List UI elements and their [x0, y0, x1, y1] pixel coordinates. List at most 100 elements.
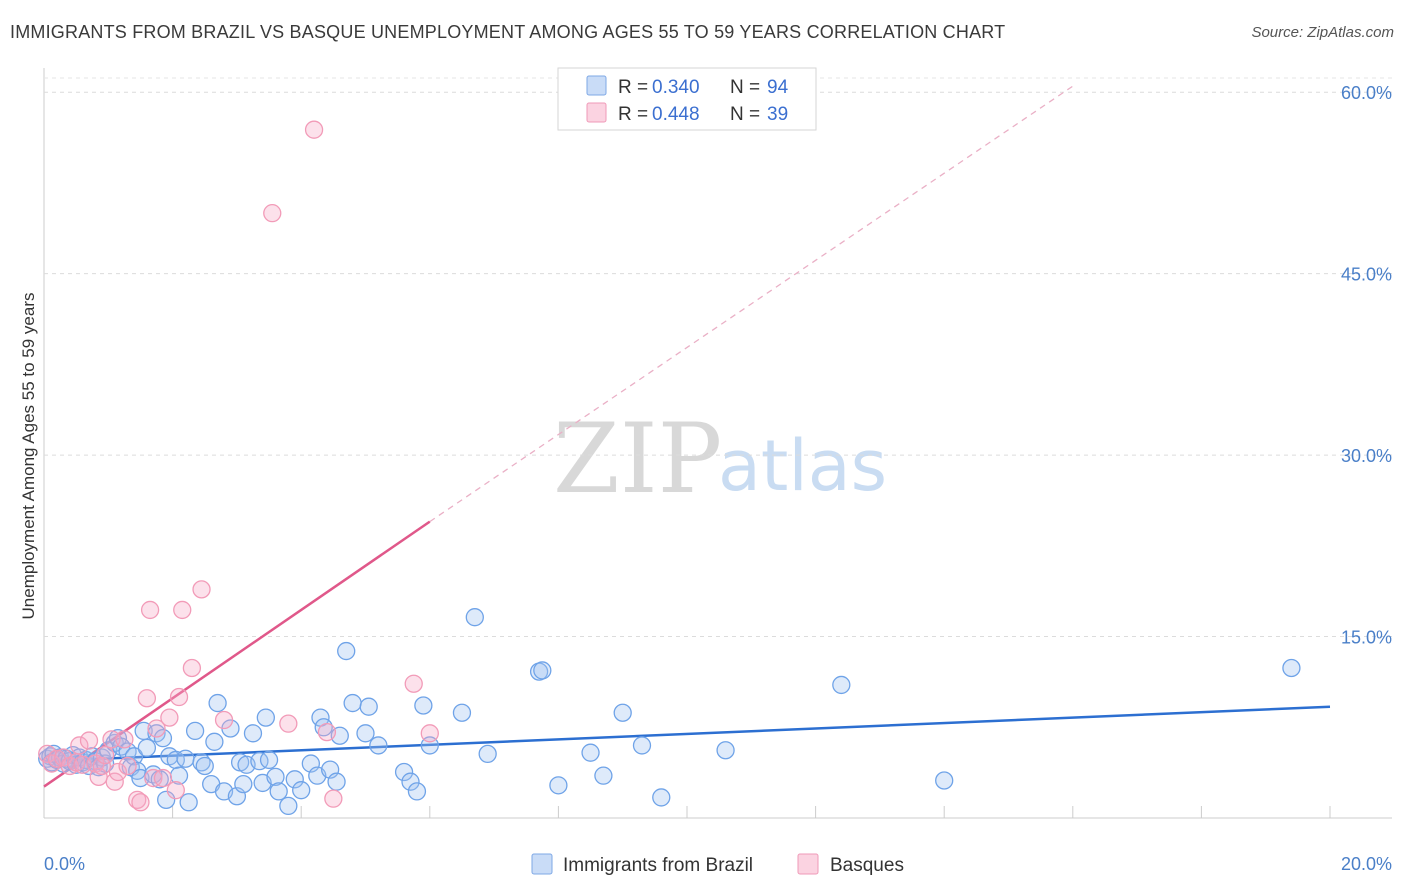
point-basques [79, 731, 99, 750]
point-brazil [935, 771, 954, 790]
bottom-legend-label-brazil: Immigrants from Brazil [563, 855, 753, 876]
point-brazil [343, 693, 362, 713]
point-basques [182, 658, 202, 678]
point-brazil [478, 744, 497, 764]
point-brazil [250, 751, 269, 771]
point-brazil [465, 608, 484, 627]
point-basques [92, 756, 112, 776]
point-basques [102, 730, 121, 749]
point-brazil [832, 675, 851, 695]
data-points [38, 120, 1301, 816]
point-basques [137, 689, 157, 708]
watermark: ZIP atlas [553, 403, 887, 515]
point-basques [279, 714, 298, 733]
point-brazil [195, 756, 214, 776]
y-tick-label: 45.0% [1341, 265, 1392, 285]
point-brazil [533, 661, 552, 680]
point-basques [70, 736, 89, 755]
point-basques [304, 120, 324, 139]
point-brazil [205, 732, 224, 751]
point-brazil [234, 774, 253, 794]
bottom-legend: Immigrants from Brazil Basques [531, 853, 904, 876]
legend: R = 0.340 N = 94 R = 0.448 N = 39 [557, 67, 817, 131]
bottom-legend-label-basques: Basques [830, 855, 904, 876]
y-tick-labels: 15.0% 30.0% 45.0% 60.0% [1341, 83, 1392, 647]
legend-r-label-basques: R = [618, 104, 648, 125]
point-brazil [157, 790, 176, 810]
trend-line-basques-extension [429, 85, 1074, 523]
point-basques [404, 674, 423, 693]
point-brazil [613, 703, 632, 722]
y-axis-label: Unemployment Among Ages 55 to 59 years [19, 293, 38, 620]
point-basques [147, 719, 166, 738]
y-tick-label: 60.0% [1341, 83, 1392, 103]
point-brazil [549, 776, 568, 795]
x-tick-label-min: 0.0% [44, 854, 85, 874]
bottom-legend-swatch-basques [797, 853, 819, 875]
point-brazil [359, 697, 378, 716]
watermark-zip: ZIP [553, 403, 722, 515]
point-brazil [243, 724, 263, 743]
point-brazil [369, 736, 388, 755]
point-basques [108, 762, 128, 782]
legend-n-value-brazil: 94 [767, 77, 789, 98]
point-basques [166, 781, 185, 800]
y-tick-label: 30.0% [1341, 446, 1392, 466]
point-brazil [594, 766, 613, 785]
point-basques [324, 789, 343, 808]
point-brazil [632, 736, 652, 755]
point-brazil [394, 762, 414, 782]
legend-r-value-brazil: 0.340 [652, 77, 700, 98]
bottom-legend-swatch-brazil [531, 853, 553, 875]
point-basques [173, 600, 192, 620]
point-basques [140, 600, 160, 620]
point-brazil [285, 770, 304, 789]
point-brazil [208, 693, 227, 713]
point-basques [131, 793, 150, 812]
point-brazil [269, 782, 288, 801]
point-basques [160, 708, 179, 727]
point-brazil [259, 750, 279, 770]
point-brazil [356, 724, 375, 743]
point-brazil [452, 703, 472, 722]
legend-r-label-brazil: R = [618, 77, 648, 98]
point-basques [214, 710, 234, 730]
point-brazil [153, 729, 173, 748]
gridlines [44, 77, 1392, 638]
legend-swatch-basques [586, 102, 607, 123]
point-basques [95, 745, 115, 765]
point-brazil [292, 781, 311, 800]
point-brazil [124, 747, 144, 766]
point-basques [192, 580, 211, 599]
point-basques [105, 772, 124, 791]
source-credit: Source: ZipAtlas.com [1251, 24, 1394, 41]
x-ticks [172, 806, 1331, 818]
point-brazil [401, 772, 420, 791]
point-brazil [137, 738, 157, 757]
point-brazil [256, 708, 275, 727]
point-basques [317, 722, 337, 742]
point-basques [128, 790, 147, 810]
point-brazil [266, 767, 285, 787]
point-basques [144, 768, 163, 788]
point-brazil [327, 772, 346, 791]
legend-n-value-basques: 39 [767, 104, 788, 125]
legend-r-value-basques: 0.448 [652, 104, 700, 125]
legend-n-label-brazil: N = [730, 77, 760, 98]
chart-title: IMMIGRANTS FROM BRAZIL VS BASQUE UNEMPLO… [10, 22, 1006, 42]
x-tick-label-max: 20.0% [1341, 854, 1392, 874]
y-tick-label: 15.0% [1341, 628, 1392, 648]
point-brazil [185, 721, 205, 741]
point-brazil [652, 788, 671, 807]
point-basques [118, 756, 137, 776]
legend-swatch-brazil [586, 75, 607, 96]
watermark-atlas: atlas [718, 425, 887, 507]
point-basques [153, 768, 173, 788]
point-brazil [176, 749, 195, 768]
point-brazil [337, 641, 356, 661]
point-brazil [179, 793, 198, 812]
legend-n-label-basques: N = [730, 104, 760, 125]
point-brazil [279, 796, 298, 816]
point-brazil [414, 696, 433, 715]
